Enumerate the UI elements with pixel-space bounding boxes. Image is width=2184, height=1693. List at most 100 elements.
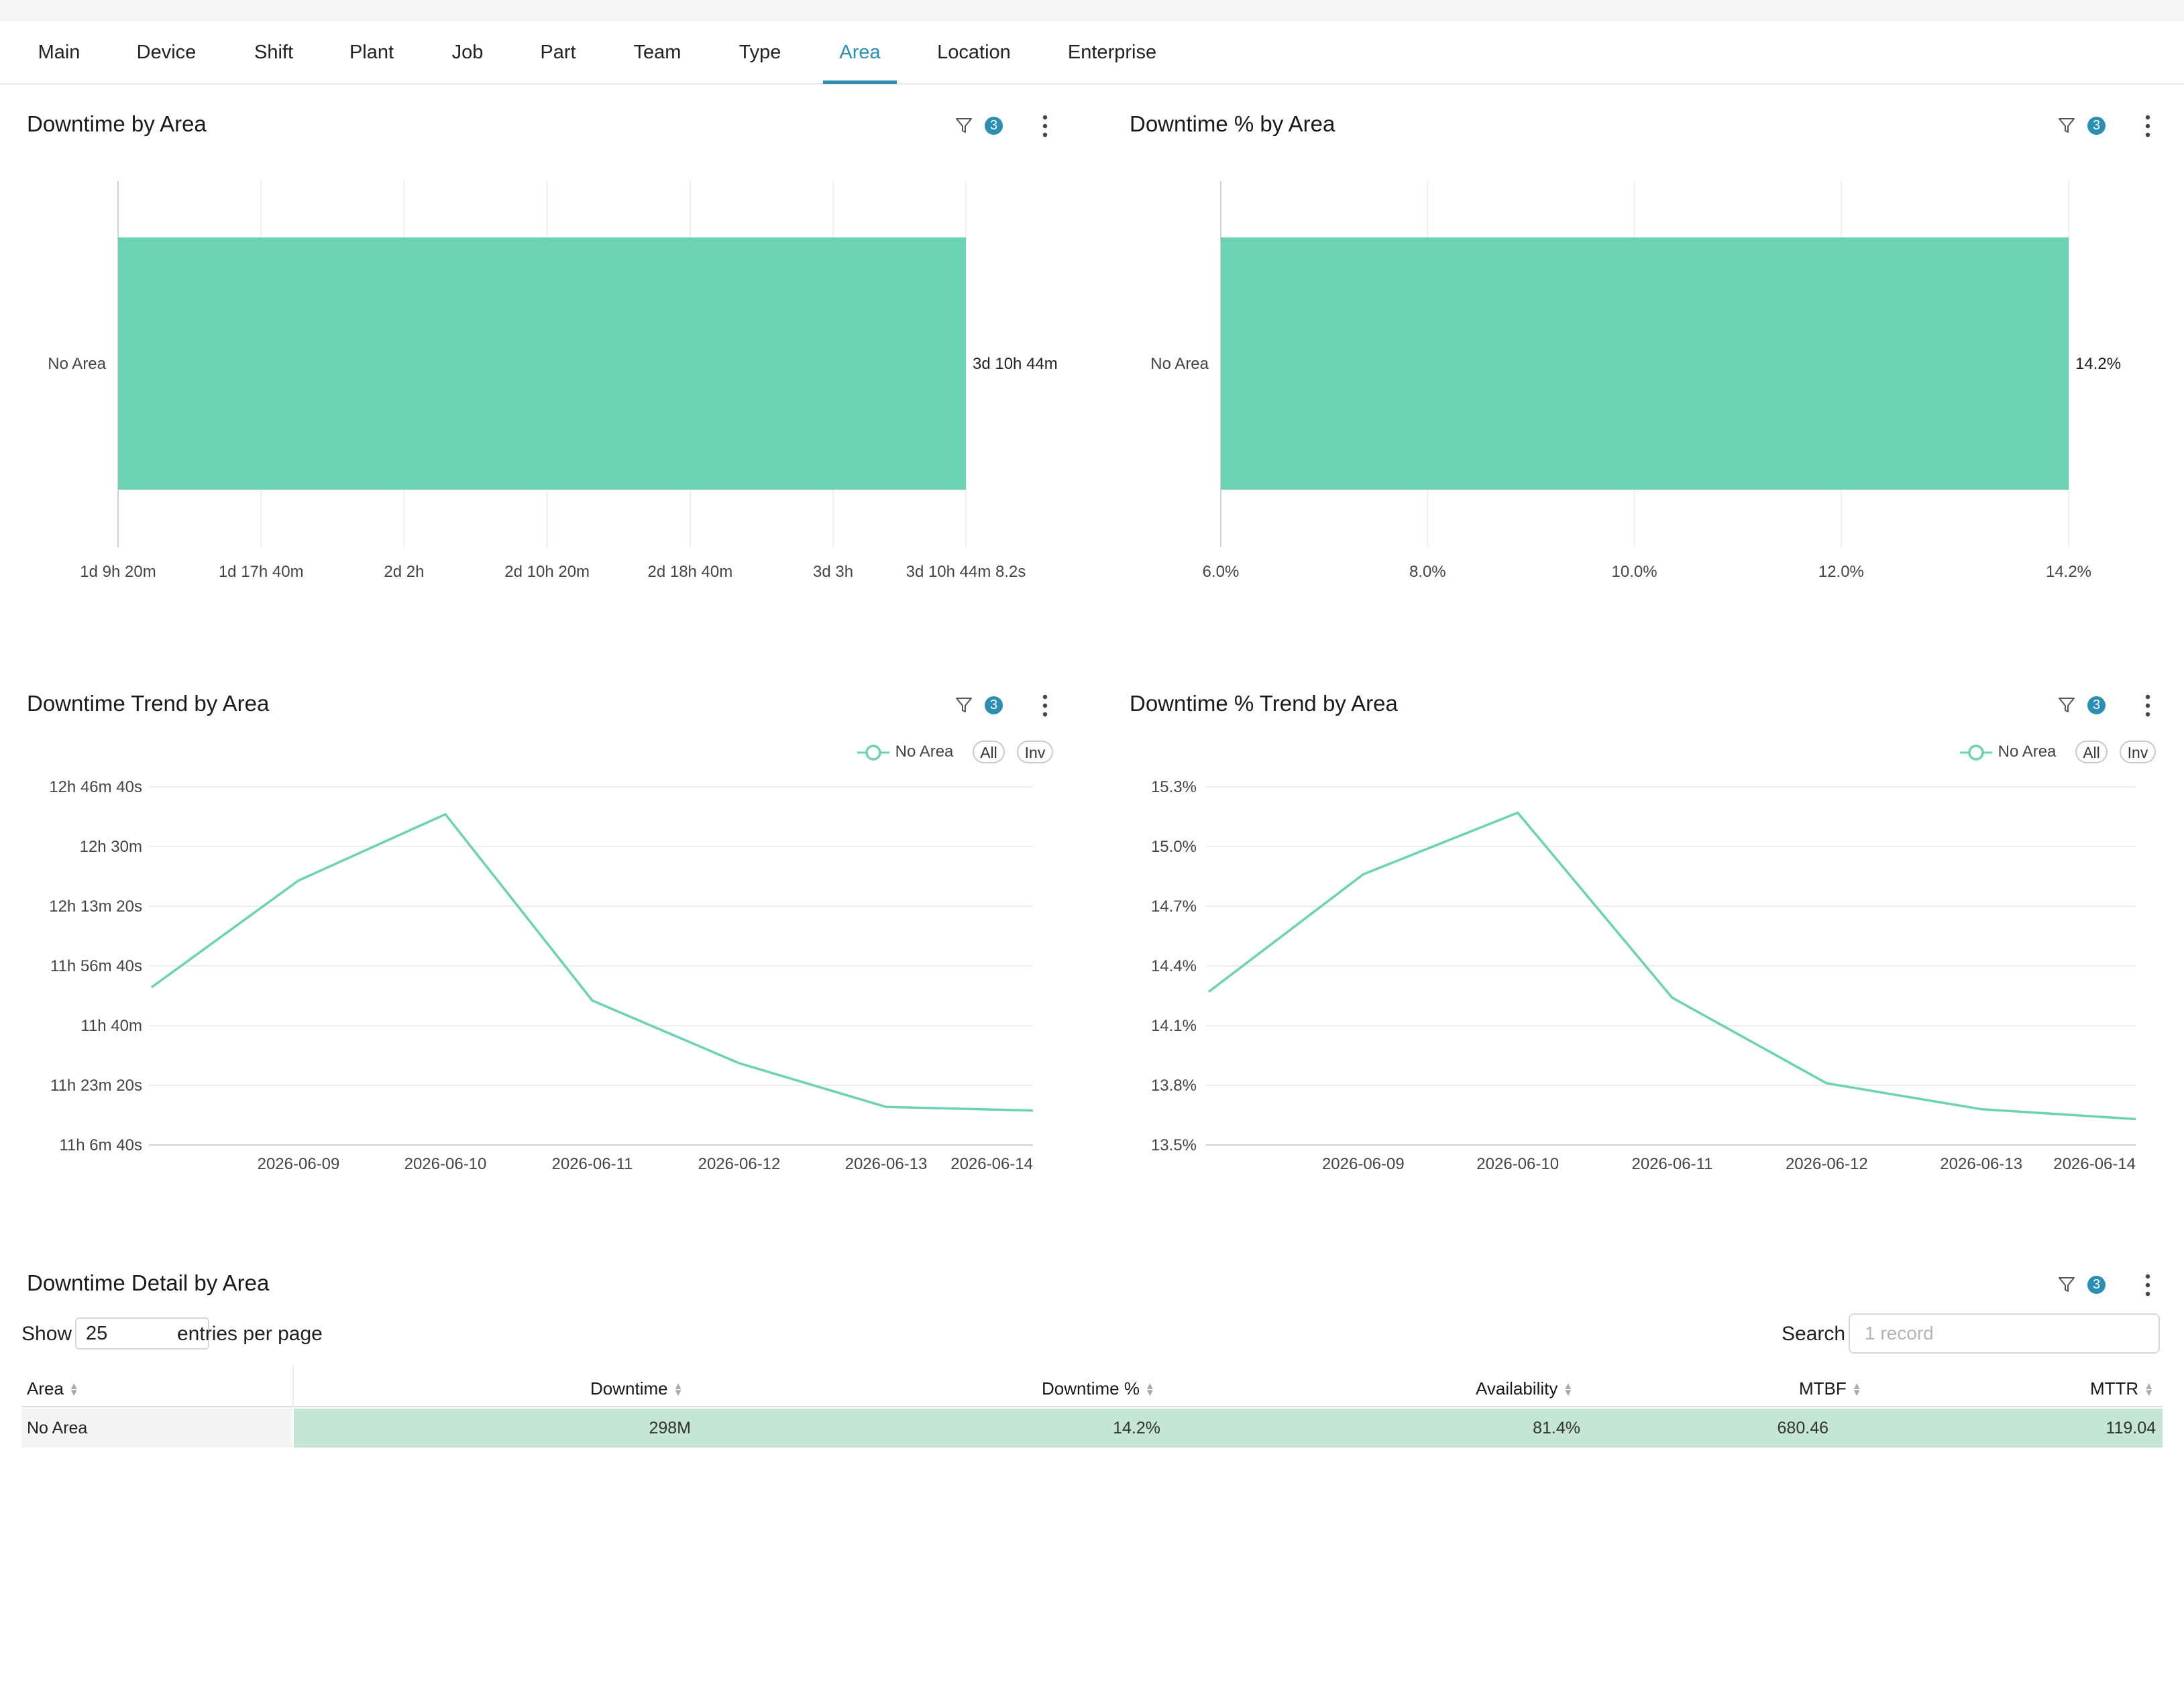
- legend-all-button[interactable]: All: [973, 741, 1005, 763]
- x-tick-label: 2026-06-14: [950, 1155, 1033, 1173]
- filter-icon[interactable]: [2057, 115, 2077, 135]
- filter-count-badge: 3: [985, 117, 1003, 135]
- y-tick-label: 13.5%: [1151, 1136, 1197, 1154]
- active-tab-indicator: [823, 80, 897, 84]
- tab-enterprise[interactable]: Enterprise: [1067, 42, 1157, 63]
- panel-title-detail: Downtime Detail by Area: [27, 1270, 270, 1295]
- tab-plant[interactable]: Plant: [349, 42, 394, 63]
- table-row-highlight: [294, 1409, 2163, 1448]
- x-tick-label: 3d 10h 44m 8.2s: [906, 563, 1026, 581]
- x-tick-label: 6.0%: [1203, 563, 1240, 581]
- filter-icon[interactable]: [954, 115, 974, 135]
- filter-count-badge: 3: [985, 696, 1003, 714]
- legend-item-no-area[interactable]: No Area: [856, 741, 953, 763]
- series-line-no-area: [1207, 811, 2136, 1121]
- x-tick-label: 12.0%: [1818, 563, 1864, 581]
- x-tick-label: 2026-06-14: [2053, 1155, 2136, 1173]
- filter-icon[interactable]: [954, 695, 974, 715]
- cell-downtime-pct: 14.2%: [1113, 1419, 1160, 1437]
- tab-shift[interactable]: Shift: [254, 42, 294, 63]
- filter-count-badge: 3: [2087, 117, 2106, 135]
- downtime-pct-trend-chart: 15.3% 15.0% 14.7% 14.4% 14.1% 13.8% 13.5% 2026-…: [1151, 778, 2136, 1173]
- tab-device[interactable]: Device: [136, 42, 197, 63]
- y-category-label: No Area: [1150, 355, 1209, 373]
- x-tick-label: 2d 2h: [384, 563, 424, 581]
- column-divider: [292, 1366, 294, 1407]
- column-header-availability[interactable]: Availability ▲ ▼: [1476, 1371, 1573, 1406]
- filter-icon[interactable]: [2057, 695, 2077, 715]
- series-line-no-area: [150, 813, 1034, 1112]
- panel-title-downtime-pct-trend: Downtime % Trend by Area: [1130, 691, 1398, 716]
- x-tick-label: 2026-06-13: [1940, 1155, 2022, 1173]
- legend-marker-icon: [857, 744, 889, 761]
- column-header-downtime-pct[interactable]: Downtime % ▲ ▼: [1042, 1371, 1155, 1406]
- y-tick-label: 12h 13m 20s: [49, 897, 142, 916]
- y-tick-label: 11h 23m 20s: [50, 1077, 142, 1095]
- panel-title-downtime-trend: Downtime Trend by Area: [27, 691, 270, 716]
- tab-type[interactable]: Type: [739, 42, 781, 63]
- x-tick-label: 8.0%: [1409, 563, 1446, 581]
- sort-icon: ▲ ▼: [1563, 1380, 1574, 1399]
- show-label: Show: [21, 1323, 72, 1345]
- x-tick-label: 2026-06-12: [1786, 1155, 1868, 1173]
- y-tick-label: 13.8%: [1151, 1077, 1197, 1095]
- tab-bar: Main Device Shift Plant Job Part Team Ty…: [0, 21, 2184, 85]
- legend-marker-icon: [1960, 744, 1992, 761]
- filter-count-badge: 3: [2087, 696, 2106, 714]
- filter-icon[interactable]: [2057, 1274, 2077, 1295]
- bar-value-label: 14.2%: [2075, 355, 2121, 373]
- bar: [118, 237, 966, 490]
- column-header-label: Downtime: [590, 1378, 668, 1399]
- legend-invert-button[interactable]: Inv: [2120, 741, 2156, 763]
- column-header-label: Downtime %: [1042, 1378, 1140, 1399]
- sort-icon: ▲ ▼: [2144, 1380, 2154, 1399]
- more-options-icon[interactable]: [1037, 692, 1053, 719]
- legend-label: No Area: [895, 743, 954, 761]
- x-tick-label: 1d 17h 40m: [219, 563, 304, 581]
- top-bar: [0, 0, 2184, 21]
- x-tick-label: 2026-06-10: [404, 1155, 487, 1173]
- y-tick-label: 11h 56m 40s: [50, 957, 142, 975]
- column-header-area[interactable]: Area ▲ ▼: [27, 1371, 79, 1406]
- sort-icon: ▲ ▼: [1851, 1380, 1862, 1399]
- column-header-label: Availability: [1476, 1378, 1558, 1399]
- table-row[interactable]: [21, 1409, 292, 1448]
- legend-all-button[interactable]: All: [2075, 741, 2108, 763]
- cell-mtbf: 680.46: [1777, 1419, 1828, 1437]
- sort-icon: ▲ ▼: [673, 1380, 684, 1399]
- more-options-icon[interactable]: [1037, 113, 1053, 140]
- legend-invert-button[interactable]: Inv: [1017, 741, 1053, 763]
- tab-part[interactable]: Part: [540, 42, 576, 63]
- column-header-mttr[interactable]: MTTR ▲ ▼: [2090, 1371, 2154, 1406]
- column-header-mtbf[interactable]: MTBF ▲ ▼: [1799, 1371, 1862, 1406]
- more-options-icon[interactable]: [2140, 113, 2156, 140]
- tab-team[interactable]: Team: [633, 42, 681, 63]
- tab-location[interactable]: Location: [937, 42, 1011, 63]
- tab-area[interactable]: Area: [839, 42, 881, 63]
- tab-job[interactable]: Job: [451, 42, 484, 63]
- cell-availability: 81.4%: [1533, 1419, 1580, 1437]
- x-tick-label: 3d 3h: [813, 563, 853, 581]
- more-options-icon[interactable]: [2140, 1272, 2156, 1299]
- x-tick-label: 2026-06-09: [1322, 1155, 1405, 1173]
- y-tick-label: 14.1%: [1151, 1017, 1197, 1035]
- column-header-label: Area: [27, 1378, 64, 1399]
- y-tick-label: 11h 40m: [80, 1017, 142, 1035]
- x-tick-label: 2026-06-11: [1632, 1155, 1713, 1173]
- search-input[interactable]: [1849, 1313, 2160, 1354]
- legend-item-no-area[interactable]: No Area: [1959, 741, 2056, 763]
- more-options-icon[interactable]: [2140, 692, 2156, 719]
- filter-count-badge: 3: [2087, 1276, 2106, 1294]
- cell-downtime: 298M: [649, 1419, 691, 1437]
- panel-title-downtime-pct-by-area: Downtime % by Area: [1130, 111, 1335, 136]
- column-header-downtime[interactable]: Downtime ▲ ▼: [590, 1371, 683, 1406]
- entries-per-page-input[interactable]: [75, 1317, 209, 1350]
- column-header-label: MTTR: [2090, 1378, 2139, 1399]
- x-tick-label: 2026-06-11: [552, 1155, 633, 1173]
- sort-icon: ▲ ▼: [68, 1380, 79, 1399]
- x-tick-label: 2d 10h 20m: [504, 563, 590, 581]
- column-header-label: MTBF: [1799, 1378, 1847, 1399]
- bar-value-label: 3d 10h 44m: [973, 355, 1058, 373]
- y-tick-label: 12h 46m 40s: [49, 778, 142, 796]
- tab-main[interactable]: Main: [38, 42, 80, 63]
